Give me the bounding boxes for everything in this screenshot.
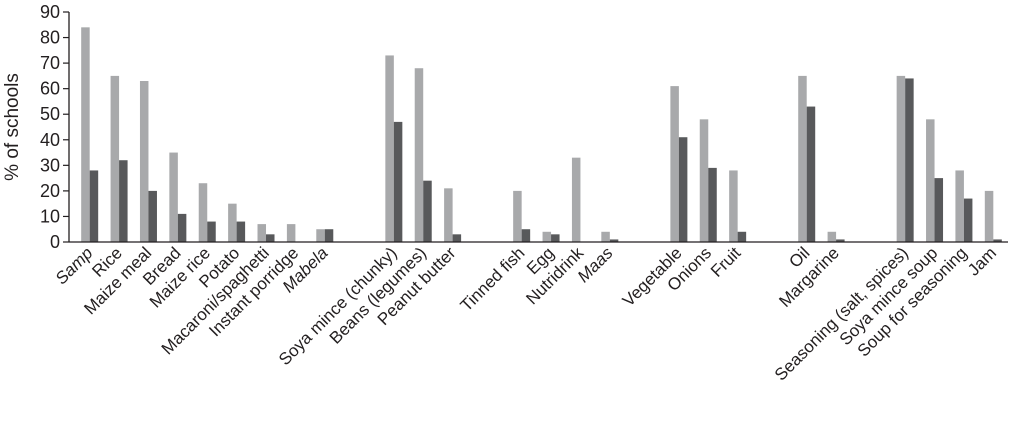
bar-series-2 <box>324 229 334 242</box>
bar-series-2 <box>678 137 688 242</box>
y-tick-label: 60 <box>40 79 60 99</box>
bar-series-1 <box>169 152 178 242</box>
bar-series-1 <box>257 224 267 242</box>
bar-series-1 <box>385 55 394 242</box>
y-tick-label: 90 <box>40 2 60 22</box>
bar-series-2 <box>207 221 216 242</box>
bar-series-2 <box>119 160 128 242</box>
bar-series-2 <box>266 234 275 242</box>
y-tick-label: 10 <box>40 206 60 226</box>
bar-series-1 <box>827 231 837 242</box>
bar-series-2 <box>806 106 816 242</box>
bar-series-1 <box>139 81 149 242</box>
bar-series-1 <box>984 190 994 242</box>
bar-series-1 <box>699 119 709 242</box>
bar-series-1 <box>798 75 807 242</box>
category-label: Jam <box>964 243 1000 279</box>
bar-series-1 <box>729 170 738 242</box>
bar-series-2 <box>993 239 1002 242</box>
category-label: Tinned fish <box>457 243 529 315</box>
bar-series-1 <box>513 190 522 242</box>
bar-series-2 <box>236 221 246 242</box>
bar-series-2 <box>393 121 403 242</box>
bar-series-2 <box>836 239 845 242</box>
y-axis-ticks: 0 10 20 30 40 50 60 70 80 90 <box>40 2 69 252</box>
y-tick-label: 50 <box>40 104 60 124</box>
bar-series-2 <box>452 234 462 242</box>
y-tick-label: 30 <box>40 155 60 175</box>
bar-series-2 <box>963 198 973 242</box>
bar-series-1 <box>110 75 120 242</box>
bar-series-2 <box>934 178 944 242</box>
category-label: Fruit <box>707 243 745 281</box>
bar-series-1 <box>444 188 453 242</box>
bar-series-1 <box>926 119 935 242</box>
y-tick-label: 20 <box>40 181 60 201</box>
bar-series-1 <box>542 231 552 242</box>
bar-series-1 <box>228 203 237 242</box>
bar-series-2 <box>609 239 619 242</box>
y-tick-label: 40 <box>40 130 60 150</box>
y-tick-label: 70 <box>40 53 60 73</box>
category-label: Maas <box>574 243 617 286</box>
bar-series-1 <box>571 157 581 242</box>
bar-series-1 <box>316 229 325 242</box>
bar-series-1 <box>198 183 208 242</box>
bar-series-2 <box>89 170 99 242</box>
bar-series-2 <box>148 190 157 242</box>
bar-series-2 <box>737 231 747 242</box>
bar-series-2 <box>177 213 187 242</box>
bar-series-2 <box>521 229 531 242</box>
bar-series-1 <box>896 75 906 242</box>
y-axis-title: % of schools <box>2 73 23 181</box>
bar-series-1 <box>670 86 679 242</box>
y-tick-label: 0 <box>50 232 60 252</box>
bar-series-1 <box>414 68 424 242</box>
bar-series-2 <box>551 234 560 242</box>
bar-series-1 <box>601 231 610 242</box>
bar-series-2 <box>423 180 432 242</box>
bar-series-1 <box>286 224 296 242</box>
bar-series-1 <box>955 170 964 242</box>
y-tick-label: 80 <box>40 28 60 48</box>
bar-series-1 <box>81 27 90 242</box>
bar-series-2 <box>905 78 914 242</box>
bar-series-2 <box>708 167 717 242</box>
bars <box>81 27 1002 242</box>
